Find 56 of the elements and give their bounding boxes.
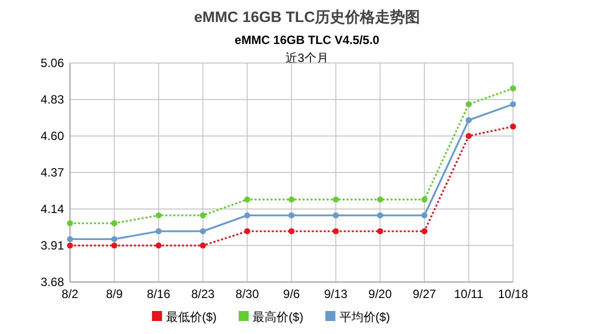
- point: [332, 228, 339, 234]
- point: [466, 101, 472, 108]
- legend-label: 最高价($): [252, 310, 304, 324]
- point: [111, 242, 118, 248]
- y-tick-label: 4.60: [40, 129, 64, 143]
- x-tick-label: 8/16: [146, 287, 171, 301]
- point: [377, 212, 384, 218]
- point: [510, 85, 516, 92]
- point: [288, 228, 294, 234]
- point: [200, 242, 206, 248]
- chart-title: eMMC 16GB TLC历史价格走势图: [194, 9, 420, 26]
- chart-subtitle: eMMC 16GB TLC V4.5/5.0: [234, 33, 380, 47]
- y-tick-label: 4.83: [40, 92, 64, 106]
- x-tick-label: 9/13: [324, 287, 348, 301]
- point: [156, 212, 162, 218]
- point: [332, 196, 339, 202]
- point: [200, 212, 206, 218]
- legend-label: 最低价($): [166, 310, 217, 324]
- point: [466, 117, 472, 124]
- x-tick-label: 9/6: [283, 287, 300, 301]
- point: [421, 196, 428, 202]
- x-tick-label: 8/23: [191, 287, 215, 301]
- y-tick-label: 3.91: [40, 238, 64, 252]
- point: [156, 228, 162, 234]
- point: [244, 212, 250, 218]
- point: [288, 212, 294, 218]
- point: [332, 212, 339, 218]
- point: [510, 101, 516, 108]
- point: [67, 220, 73, 226]
- point: [111, 236, 118, 242]
- point: [377, 196, 384, 202]
- point: [156, 242, 162, 248]
- point: [67, 242, 73, 248]
- point: [67, 236, 73, 242]
- x-tick-label: 9/20: [368, 287, 392, 301]
- point: [377, 228, 384, 234]
- point: [244, 228, 250, 234]
- point: [510, 123, 516, 130]
- legend-label: 平均价($): [339, 310, 390, 324]
- y-tick-label: 5.06: [40, 56, 64, 70]
- y-tick-label: 4.14: [40, 202, 64, 216]
- x-tick-label: 8/9: [106, 287, 123, 301]
- x-tick-label: 9/27: [412, 287, 436, 301]
- point: [288, 196, 294, 202]
- y-tick-label: 4.37: [40, 166, 64, 180]
- y-tick-label: 3.68: [40, 275, 64, 289]
- point: [421, 212, 428, 218]
- x-tick-label: 10/18: [498, 287, 528, 301]
- point: [244, 196, 250, 202]
- x-tick-label: 10/11: [454, 287, 484, 301]
- x-tick-label: 8/30: [236, 287, 260, 301]
- point: [421, 228, 428, 234]
- point: [111, 220, 118, 226]
- x-tick-label: 8/2: [62, 287, 79, 301]
- point: [466, 133, 472, 139]
- point: [200, 228, 206, 234]
